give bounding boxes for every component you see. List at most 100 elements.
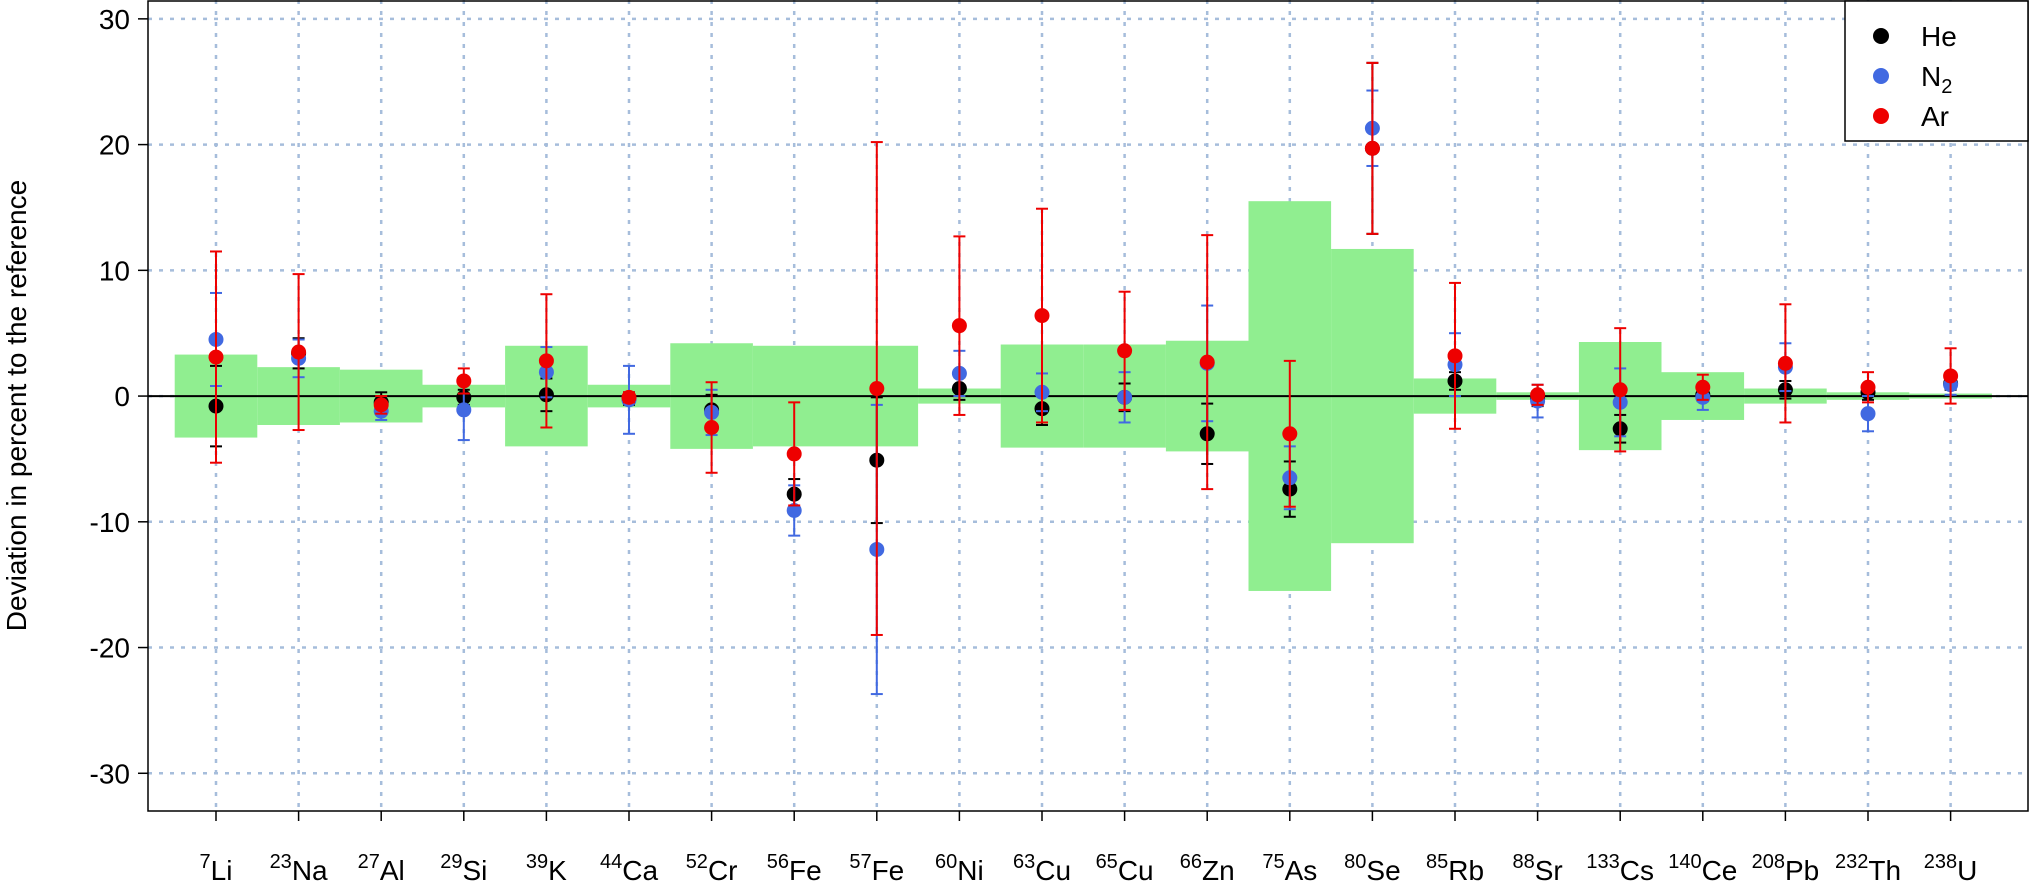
legend-label: He xyxy=(1921,21,1957,52)
data-point xyxy=(1860,406,1876,422)
x-tick-label: 60Ni xyxy=(935,851,984,885)
x-tick-label: 56Fe xyxy=(767,851,822,885)
x-tick-label: 232Th xyxy=(1835,851,1901,885)
element-symbol: Ca xyxy=(622,855,658,885)
x-axis: 7Li 23Na 27Al 29Si 39K 44Ca 52Cr 56Fe 57Fe 60Ni 63… xyxy=(200,811,1978,885)
legend-label-main: Ar xyxy=(1921,101,1949,132)
isotope-mass: 39 xyxy=(526,851,548,873)
element-symbol: Rb xyxy=(1448,855,1484,885)
legend-marker xyxy=(1873,68,1889,84)
x-tick-label: 63Cu xyxy=(1013,851,1071,885)
element-symbol: Zn xyxy=(1202,855,1235,885)
y-tick-label: 0 xyxy=(114,381,130,412)
isotope-mass: 63 xyxy=(1013,851,1035,873)
element-symbol: Fe xyxy=(872,855,905,885)
series-ar xyxy=(208,61,1959,636)
isotope-mass: 27 xyxy=(358,851,380,873)
x-tick-label: 208Pb xyxy=(1752,851,1820,885)
legend-label-main: He xyxy=(1921,21,1957,52)
legend-marker xyxy=(1873,28,1889,44)
x-tick-label: 23Na xyxy=(270,851,328,885)
x-tick-label: 238U xyxy=(1924,851,1978,885)
y-axis: -30 -20 -10 0 10 20 30 xyxy=(90,4,148,789)
data-point xyxy=(1860,379,1876,395)
element-symbol: Si xyxy=(462,855,487,885)
element-symbol: Fe xyxy=(789,855,822,885)
data-point xyxy=(538,353,554,369)
isotope-mass: 238 xyxy=(1924,851,1957,873)
x-tick-label: 39K xyxy=(526,851,567,885)
data-point xyxy=(291,344,307,360)
y-tick-label: -20 xyxy=(90,633,130,664)
element-symbol: Na xyxy=(292,855,328,885)
data-point xyxy=(1447,348,1463,364)
x-tick-label: 85Rb xyxy=(1426,851,1484,885)
isotope-mass: 7 xyxy=(200,851,211,873)
isotope-mass: 75 xyxy=(1262,851,1284,873)
isotope-mass: 65 xyxy=(1096,851,1118,873)
data-point xyxy=(1612,382,1628,398)
element-symbol: Al xyxy=(380,855,405,885)
element-symbol: Ce xyxy=(1702,855,1738,885)
legend-label-main: N xyxy=(1921,61,1941,92)
data-point xyxy=(373,397,389,413)
data-point xyxy=(1530,387,1546,403)
isotope-mass: 57 xyxy=(849,851,871,873)
legend-marker xyxy=(1873,108,1889,124)
data-point xyxy=(1282,426,1298,442)
isotope-mass: 52 xyxy=(686,851,708,873)
data-point xyxy=(951,318,967,334)
isotope-mass: 85 xyxy=(1426,851,1448,873)
x-tick-label: 7Li xyxy=(200,851,233,885)
element-symbol: Th xyxy=(1868,855,1901,885)
element-symbol: Cs xyxy=(1620,855,1654,885)
data-point xyxy=(704,420,720,436)
isotope-mass: 60 xyxy=(935,851,957,873)
data-point xyxy=(1199,354,1215,370)
grid xyxy=(148,0,2028,811)
legend-label: Ar xyxy=(1921,101,1949,132)
element-symbol: Sr xyxy=(1535,855,1563,885)
isotope-mass: 56 xyxy=(767,851,789,873)
element-symbol: As xyxy=(1285,855,1318,885)
data-point xyxy=(786,446,802,462)
x-tick-label: 52Cr xyxy=(686,851,738,885)
isotope-mass: 66 xyxy=(1180,851,1202,873)
y-tick-label: 20 xyxy=(99,130,130,161)
isotope-mass: 29 xyxy=(440,851,462,873)
element-symbol: Cu xyxy=(1035,855,1071,885)
data-point xyxy=(1695,379,1711,395)
element-symbol: Ni xyxy=(957,855,983,885)
data-point xyxy=(1943,368,1959,384)
isotope-mass: 23 xyxy=(270,851,292,873)
legend-label: N2 xyxy=(1921,61,1952,98)
y-tick-label: -30 xyxy=(90,758,130,789)
x-tick-label: 44Ca xyxy=(600,851,658,885)
isotope-mass: 133 xyxy=(1586,851,1619,873)
element-symbol: Cr xyxy=(708,855,738,885)
y-tick-label: -10 xyxy=(90,507,130,538)
x-tick-label: 66Zn xyxy=(1180,851,1235,885)
data-point xyxy=(621,389,637,405)
data-point xyxy=(208,349,224,365)
x-tick-label: 133Cs xyxy=(1586,851,1654,885)
series-he xyxy=(208,61,1959,525)
isotope-mass: 80 xyxy=(1344,851,1366,873)
element-symbol: K xyxy=(548,855,567,885)
legend-label-subscript: 2 xyxy=(1941,76,1952,98)
x-tick-label: 80Se xyxy=(1344,851,1401,885)
data-point xyxy=(456,373,472,389)
element-symbol: Pb xyxy=(1785,855,1819,885)
x-tick-label: 75As xyxy=(1262,851,1317,885)
y-tick-label: 30 xyxy=(99,4,130,35)
data-series xyxy=(208,61,1959,696)
data-point xyxy=(456,402,472,418)
isotope-mass: 232 xyxy=(1835,851,1868,873)
data-point xyxy=(1364,140,1380,156)
plot-frame xyxy=(147,0,2029,812)
isotope-mass: 44 xyxy=(600,851,622,873)
data-point xyxy=(1777,355,1793,371)
x-tick-label: 57Fe xyxy=(849,851,904,885)
